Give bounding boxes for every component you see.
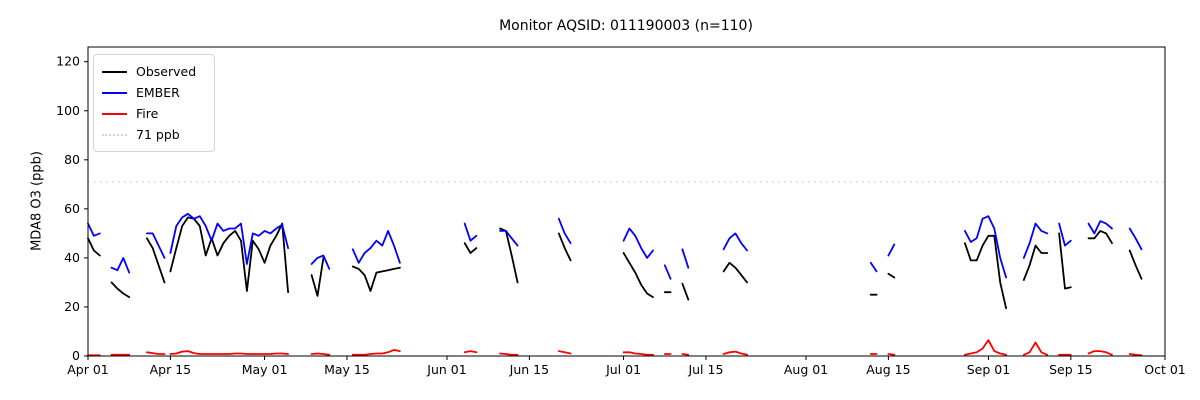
- x-tick-label: Jul 15: [687, 362, 723, 377]
- series-line-fire: [887, 353, 896, 356]
- series-line-ember: [351, 229, 401, 264]
- x-tick-label: Sep 15: [1049, 362, 1092, 377]
- series-line-ember: [1022, 222, 1049, 259]
- series-line-fire: [169, 350, 290, 355]
- series-line-observed: [110, 281, 131, 299]
- series-line-observed: [463, 242, 478, 254]
- series-line-observed: [722, 261, 748, 284]
- series-line-observed: [1128, 249, 1143, 280]
- series-line-observed: [681, 282, 690, 301]
- fire-line-sample: [102, 112, 127, 115]
- legend-item-observed: Observed: [102, 61, 206, 82]
- x-tick-label: Oct 01: [1144, 362, 1186, 377]
- observed-line-sample: [102, 70, 127, 73]
- x-tick-label: Jun 15: [509, 362, 549, 377]
- x-tick-label: Aug 01: [784, 362, 828, 377]
- series-line-observed: [169, 216, 290, 294]
- series-line-fire: [1128, 353, 1143, 357]
- x-tick-label: May 01: [242, 362, 288, 377]
- series-line-observed: [887, 272, 896, 279]
- series-line-fire: [681, 353, 690, 356]
- x-tick-label: Sep 01: [967, 362, 1010, 377]
- legend-item-fire: Fire: [102, 103, 206, 124]
- series-line-ember: [310, 254, 331, 270]
- y-tick-label: 120: [56, 54, 80, 69]
- chart-title: Monitor AQSID: 011190003 (n=110): [499, 18, 753, 34]
- series-line-fire: [463, 350, 478, 354]
- series-line-fire: [499, 352, 519, 356]
- y-tick-label: 60: [64, 201, 80, 216]
- series-line-fire: [310, 352, 331, 356]
- axes-frame: [87, 46, 1166, 357]
- x-tick-label: Aug 15: [866, 362, 910, 377]
- x-tick-label: Jul 01: [605, 362, 641, 377]
- series-line-ember: [463, 222, 478, 242]
- series-line-ember: [869, 261, 878, 273]
- series-line-fire: [351, 348, 401, 356]
- series-line-observed: [87, 237, 101, 257]
- series-line-ember: [87, 222, 101, 237]
- series-line-ember: [557, 217, 572, 245]
- ember-line-sample: [102, 91, 127, 94]
- series-line-fire: [145, 351, 166, 355]
- y-tick-label: 100: [56, 103, 80, 118]
- series-line-ember: [722, 232, 748, 252]
- x-tick-label: May 15: [324, 362, 370, 377]
- y-tick-label: 80: [64, 152, 80, 167]
- series-line-observed: [622, 252, 654, 299]
- series-line-observed: [1087, 229, 1113, 245]
- threshold-line-sample: [102, 133, 127, 136]
- series-line-fire: [557, 350, 572, 355]
- series-line-fire: [1022, 341, 1049, 356]
- series-line-ember: [663, 264, 672, 280]
- series-line-ember: [622, 227, 654, 259]
- series-line-observed: [1022, 244, 1049, 281]
- y-tick-label: 20: [64, 299, 80, 314]
- series-line-ember: [1087, 220, 1113, 235]
- series-line-observed: [557, 232, 572, 262]
- x-tick-label: Jun 01: [426, 362, 466, 377]
- legend-item-threshold: 71 ppb: [102, 124, 206, 145]
- series-line-ember: [169, 212, 290, 265]
- series-line-observed: [1058, 232, 1072, 290]
- legend-label-ember: EMBER: [136, 85, 180, 100]
- series-line-observed: [351, 265, 401, 292]
- legend-label-fire: Fire: [136, 106, 159, 121]
- series-line-ember: [1058, 222, 1072, 247]
- series-line-observed: [310, 256, 325, 297]
- series-line-fire: [722, 350, 748, 356]
- series-line-ember: [499, 229, 519, 247]
- legend: Observed EMBER Fire 71 ppb: [93, 54, 215, 152]
- x-tick-label: Apr 01: [67, 362, 109, 377]
- y-tick-label: 0: [72, 348, 80, 363]
- series-line-ember: [681, 248, 690, 269]
- series-line-fire: [1087, 350, 1113, 356]
- x-tick-label: Apr 15: [150, 362, 192, 377]
- series-line-fire: [964, 339, 1007, 356]
- series-line-observed: [964, 234, 1007, 310]
- series-line-ember: [110, 256, 131, 274]
- legend-item-ember: EMBER: [102, 82, 206, 103]
- series-line-fire: [622, 351, 654, 356]
- series-line-ember: [964, 215, 1007, 279]
- series-line-ember: [145, 232, 166, 259]
- y-tick-label: 40: [64, 250, 80, 265]
- legend-label-threshold: 71 ppb: [136, 127, 180, 142]
- series-line-ember: [887, 243, 896, 257]
- series-line-ember: [1128, 227, 1143, 251]
- legend-label-observed: Observed: [136, 64, 197, 79]
- series-line-observed: [145, 237, 166, 284]
- series-line-observed: [499, 227, 519, 284]
